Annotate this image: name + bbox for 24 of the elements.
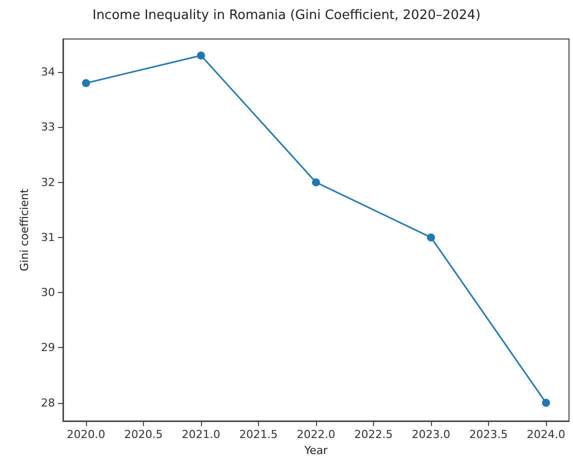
x-tick-label: 2023.0 <box>412 428 450 441</box>
point <box>542 398 550 407</box>
x-axis-title: Year <box>303 444 328 457</box>
point <box>197 52 205 60</box>
point <box>82 79 90 88</box>
y-tick-label: 30 <box>41 286 55 300</box>
x-tick-label: 2021.5 <box>239 428 278 441</box>
y-tick-label: 31 <box>41 230 55 244</box>
y-tick-label: 28 <box>41 396 55 410</box>
x-tick-label: 2023.5 <box>469 428 508 441</box>
chart-title: Income Inequality in Romania (Gini Coefficient, 2020–2024) <box>92 8 481 23</box>
y-tick-label: 32 <box>41 176 55 189</box>
x-tick-label: 2022.0 <box>296 428 336 441</box>
x-tick-label: 2022.5 <box>354 428 393 441</box>
x-tick-label: 2020.5 <box>124 428 163 441</box>
x-tick-label: 2020.0 <box>66 428 106 441</box>
x-tick-label: 2024.0 <box>526 428 566 441</box>
y-tick-label: 29 <box>41 341 55 354</box>
point <box>427 233 435 242</box>
y-tick-label: 34 <box>41 66 55 79</box>
point <box>312 178 320 186</box>
y-tick-label: 33 <box>41 120 55 134</box>
y-axis-title: Gini coefficient <box>18 188 32 272</box>
x-tick-label: 2021.0 <box>182 428 220 441</box>
